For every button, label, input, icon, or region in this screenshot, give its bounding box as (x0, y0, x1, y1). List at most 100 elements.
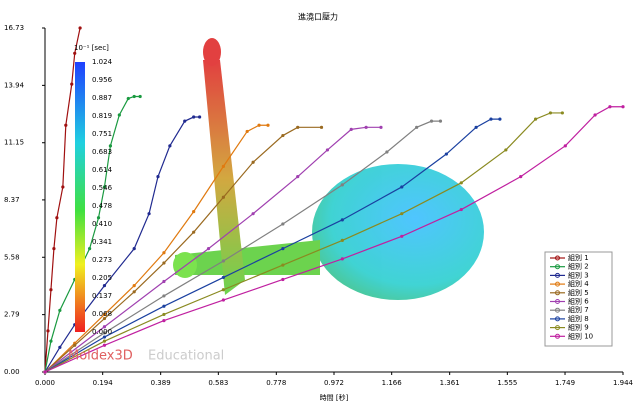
model-3d (173, 38, 484, 300)
series-marker (78, 26, 81, 29)
chart: 進澆口壓力 時間 [秒] 0.00 2.79 5.58 8.37 11.15 13.94 1… (0, 0, 636, 408)
series-marker (64, 124, 67, 127)
series-marker (88, 247, 91, 250)
y-tick-label: 0.00 (4, 368, 20, 376)
legend-label: 組別 6 (568, 297, 589, 306)
colorbar-label: 0.068 (92, 310, 112, 318)
series-marker (266, 124, 269, 127)
series-marker (341, 218, 344, 221)
x-tick-label: 0.972 (324, 379, 344, 387)
colorbar-label: 0.137 (92, 292, 112, 300)
colorbar-label: 0.683 (92, 148, 112, 156)
series-marker (296, 126, 299, 129)
series-marker (168, 144, 171, 147)
x-tick-label: 0.194 (93, 379, 114, 387)
colorbar-label: 0.887 (92, 94, 112, 102)
series-marker (222, 196, 225, 199)
colorbar-label: 0.000 (92, 328, 112, 336)
series-marker (430, 120, 433, 123)
series-marker (162, 261, 165, 264)
series-marker (385, 150, 388, 153)
series-marker (103, 344, 106, 347)
series-marker (246, 130, 249, 133)
legend-label: 組別 1 (568, 253, 589, 262)
legend-label: 組別 3 (568, 270, 589, 279)
series-marker (621, 105, 624, 108)
colorbar-label: 0.614 (92, 166, 113, 174)
series-marker (252, 212, 255, 215)
x-tick-label: 0.389 (151, 379, 171, 387)
series-marker (222, 259, 225, 262)
series-marker (222, 298, 225, 301)
colorbar-label: 1.024 (92, 58, 113, 66)
series-marker (198, 115, 201, 118)
series-marker (400, 235, 403, 238)
legend-label: 組別 9 (568, 323, 589, 332)
chart-title: 進澆口壓力 (298, 12, 338, 22)
colorbar-unit: 10⁻¹ [sec] (74, 44, 109, 52)
series-marker (127, 97, 130, 100)
series-marker (222, 288, 225, 291)
series-marker (296, 175, 299, 178)
series-marker (281, 278, 284, 281)
colorbar-label: 0.546 (92, 184, 113, 192)
series-marker (162, 280, 165, 283)
colorbar-label: 0.410 (92, 220, 112, 228)
colorbar (75, 62, 85, 332)
series-marker (400, 212, 403, 215)
series-marker (326, 148, 329, 151)
x-axis-label: 時間 [秒] (320, 393, 349, 402)
series-marker (281, 247, 284, 250)
series-marker (139, 95, 142, 98)
y-tick-label: 11.15 (4, 139, 24, 147)
x-tick-label: 1.944 (613, 379, 634, 387)
colorbar-label: 0.956 (92, 76, 113, 84)
x-tick-label: 1.166 (382, 379, 403, 387)
series-marker (504, 148, 507, 151)
series-marker (400, 185, 403, 188)
y-tick-label: 5.58 (4, 253, 20, 261)
series-marker (519, 175, 522, 178)
series-marker (207, 247, 210, 250)
series-marker (341, 183, 344, 186)
series-marker (103, 340, 106, 343)
series-line (45, 28, 80, 372)
y-tick-label: 2.79 (4, 311, 20, 319)
series-marker (320, 126, 323, 129)
series-marker (162, 294, 165, 297)
series-marker (73, 52, 76, 55)
series-marker (109, 144, 112, 147)
series-marker (460, 208, 463, 211)
series-marker (608, 105, 611, 108)
series-marker (379, 126, 382, 129)
series-marker (439, 120, 442, 123)
series-marker (564, 144, 567, 147)
series-marker (365, 126, 368, 129)
series-marker (43, 370, 46, 373)
series-marker (498, 117, 501, 120)
series-marker (281, 222, 284, 225)
colorbar-label: 0.273 (92, 256, 112, 264)
series-marker (593, 113, 596, 116)
x-tick-label: 1.555 (497, 379, 517, 387)
series-marker (133, 247, 136, 250)
series-marker (97, 216, 100, 219)
colorbar-label: 0.205 (92, 274, 112, 282)
series-marker (133, 95, 136, 98)
series-marker (55, 216, 58, 219)
series-marker (162, 319, 165, 322)
series-marker (445, 152, 448, 155)
series-marker (70, 83, 73, 86)
y-tick-label: 13.94 (4, 81, 25, 89)
colorbar-label: 0.751 (92, 130, 112, 138)
series-marker (49, 340, 52, 343)
series-marker (162, 305, 165, 308)
series-marker (147, 212, 150, 215)
series-marker (156, 175, 159, 178)
colorbar-label: 0.341 (92, 238, 112, 246)
series-marker (162, 251, 165, 254)
legend-label: 組別 10 (568, 331, 593, 340)
series-marker (118, 113, 121, 116)
y-tick-label: 8.37 (4, 196, 20, 204)
series-marker (281, 263, 284, 266)
